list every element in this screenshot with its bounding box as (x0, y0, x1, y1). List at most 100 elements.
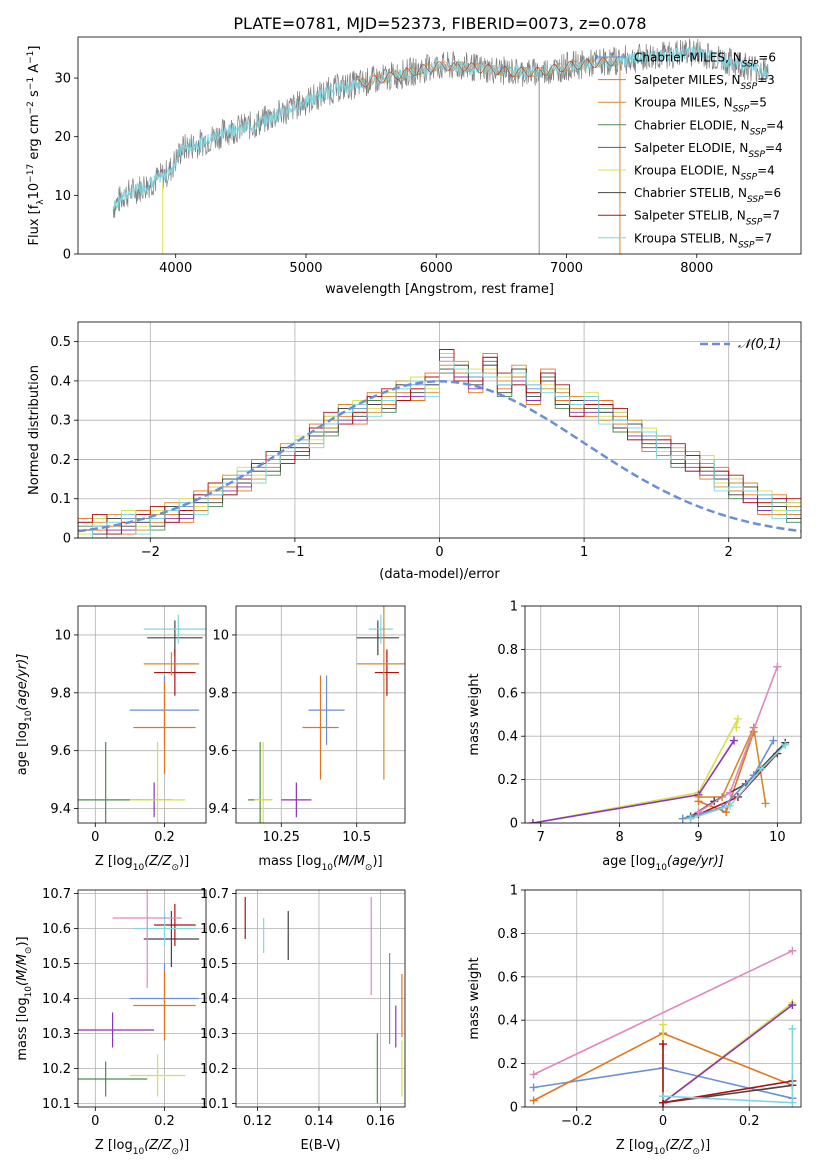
y-tick-label: 9.8 (50, 686, 71, 701)
y-tick-label: 0 (63, 532, 71, 547)
y-axis-label: Flux [fλ10−17 erg cm−2 s−1 A−1] (26, 46, 46, 246)
y-tick-label: 0.4 (50, 374, 71, 389)
weight-line (698, 666, 779, 813)
y-tick-label: 20 (54, 130, 71, 145)
weight-line (682, 740, 775, 820)
weight-line (533, 950, 793, 1076)
x-tick-label: 7000 (550, 261, 583, 276)
axes-frame (77, 605, 207, 824)
weight-marker (726, 801, 735, 810)
x-axis-label: Z [log10(Z/Z⊙)] (95, 1138, 189, 1157)
x-tick-label: 8000 (680, 261, 713, 276)
weight-marker (678, 814, 687, 823)
x-tick-label: 0.12 (243, 1114, 272, 1129)
x-tick-label: 7 (537, 830, 545, 845)
y-tick-label: 10.5 (200, 957, 229, 972)
y-tick-label: 10.2 (42, 1062, 71, 1077)
y-tick-label: 10 (212, 628, 229, 643)
weight-line (662, 1004, 793, 1104)
y-tick-label: 0.2 (497, 1057, 518, 1072)
x-tick-label: 6000 (420, 261, 453, 276)
x-tick-label: 8 (615, 830, 623, 845)
x-tick-label: −1 (285, 545, 304, 560)
weight-marker (788, 1024, 797, 1033)
y-axis-label: Normed distribution (27, 365, 42, 495)
legend-entry: Chabrier STELIB, NSSP=6 (634, 186, 781, 205)
y-tick-label: 10 (54, 189, 71, 204)
model-trace (357, 56, 619, 86)
legend-entry: Salpeter MILES, NSSP=3 (634, 73, 775, 92)
plot-area (528, 662, 790, 823)
y-tick-label: 0 (510, 817, 518, 832)
legend-entry: Chabrier ELODIE, NSSP=4 (634, 118, 784, 137)
residuals-panel: −2 −1 0 1 2 0 0.1 0.2 0.3 0.4 0.5 𝒩(0,1) (data-model… (27, 321, 802, 582)
y-tick-label: 0.2 (497, 773, 518, 788)
weight-marker (726, 788, 735, 797)
plot-area (112, 38, 769, 254)
y-tick-label: 9.4 (50, 802, 71, 817)
axes-frame (235, 605, 406, 824)
x-tick-label: 0.2 (154, 1114, 175, 1129)
x-axis-label: (data-model)/error (379, 567, 500, 582)
y-tick-label: 30 (54, 72, 71, 87)
x-axis-label: E(B-V) (300, 1138, 340, 1153)
weight-marker (529, 1083, 538, 1092)
y-tick-label: 10.6 (200, 922, 229, 937)
x-axis-label: Z [log10(Z/Z⊙)] (616, 1138, 710, 1157)
y-tick-label: 0.4 (497, 1014, 518, 1029)
plot-area (78, 349, 801, 538)
weight-line (690, 744, 786, 820)
model-trace (357, 55, 619, 88)
weight-marker (781, 740, 790, 749)
weight-line (532, 718, 739, 823)
y-tick-label: 10.7 (200, 887, 229, 902)
x-tick-label: 0.2 (154, 830, 175, 845)
weight-marker (788, 1001, 797, 1010)
y-tick-label: 10.4 (200, 992, 229, 1007)
weight-marker (686, 814, 695, 823)
model-trace (357, 56, 619, 87)
y-tick-label: 0.5 (50, 335, 71, 350)
y-tick-label: 10.2 (200, 1062, 229, 1077)
residual-histogram (78, 360, 801, 538)
y-tick-label: 0.8 (497, 927, 518, 942)
weight-marker (757, 764, 766, 773)
figure-title: PLATE=0781, MJD=52373, FIBERID=0073, z=0… (233, 14, 646, 33)
x-tick-label: 0.2 (739, 1114, 760, 1129)
y-tick-label: 0.6 (497, 970, 518, 985)
y-tick-label: 10.3 (200, 1027, 229, 1042)
y-tick-label: 10.6 (42, 922, 71, 937)
y-tick-label: 0 (63, 248, 71, 263)
spectrum-panel: 4000 5000 6000 7000 8000 0 10 20 30 wavelength [A… (26, 36, 802, 297)
x-tick-label: 9 (694, 830, 702, 845)
weight-marker (788, 1098, 797, 1107)
age-vs-Z-panel: 0 0.2 9.4 9.6 9.8 10 Z [log10(Z/Z⊙)] age [log10… (15, 605, 207, 873)
observed-spectrum-line (112, 38, 769, 218)
x-axis-label: age [log10(age/yr)] (602, 854, 724, 873)
x-tick-label: 0 (91, 830, 99, 845)
weight-marker (694, 808, 703, 817)
weight-marker (694, 797, 703, 806)
plot-area (78, 614, 206, 823)
x-axis-label: wavelength [Angstrom, rest frame] (325, 282, 554, 297)
legend-entry: Kroupa MILES, NSSP=5 (634, 96, 767, 115)
weight-marker (722, 808, 731, 817)
legend-entry: Kroupa STELIB, NSSP=7 (634, 231, 772, 250)
y-axis-label: mass [log10(M/M⊙)] (15, 936, 34, 1060)
x-tick-label: 10 (769, 830, 786, 845)
y-tick-label: 10 (54, 628, 71, 643)
x-tick-label: 0.16 (366, 1114, 395, 1129)
x-tick-label: 0 (91, 1114, 99, 1129)
y-tick-label: 0.8 (497, 643, 518, 658)
y-tick-label: 10.1 (200, 1097, 229, 1112)
legend-entry: Salpeter ELODIE, NSSP=4 (634, 141, 783, 160)
weight-marker (761, 799, 770, 808)
weight-marker (528, 819, 537, 823)
y-tick-label: 10.4 (42, 992, 71, 1007)
y-axis-label: age [log10(age/yr)] (15, 654, 34, 776)
mass-vs-EBV-panel: 0.12 0.14 0.16 10.1 10.2 10.3 10.4 10.5 10.6 10.7… (200, 887, 406, 1153)
y-tick-label: 9.6 (208, 744, 229, 759)
legend: Chabrier MILES, NSSP=6 Salpeter MILES, NS… (598, 51, 784, 250)
y-tick-label: 10.7 (42, 887, 71, 902)
x-tick-label: 0 (659, 1114, 667, 1129)
